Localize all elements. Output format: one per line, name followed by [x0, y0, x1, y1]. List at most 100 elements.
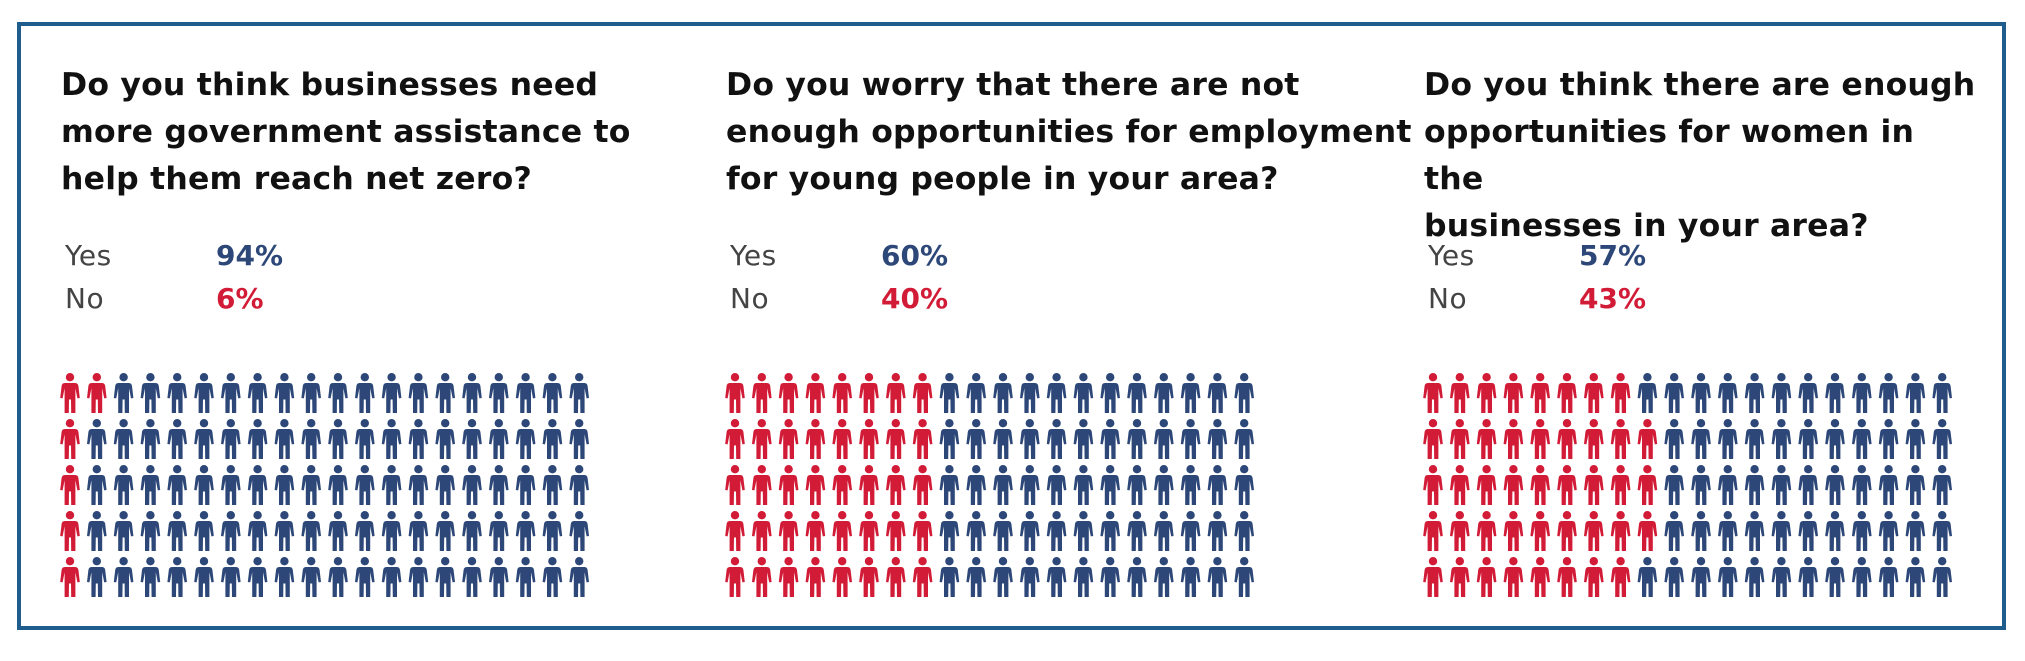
person-icon [1637, 419, 1658, 459]
person-icon [832, 557, 852, 597]
person-icon [886, 557, 906, 597]
person-icon [301, 373, 321, 413]
person-icon [140, 557, 161, 597]
person-icon [859, 557, 879, 597]
person-icon [1530, 419, 1550, 459]
person-icon [1744, 557, 1765, 597]
survey-panel-youth-employment: Do you worry that there are not enough o… [725, 0, 1426, 661]
person-icon [752, 373, 772, 413]
person-icon [221, 511, 241, 551]
person-icon [778, 557, 799, 597]
person-icon [1530, 373, 1550, 413]
person-icon [113, 465, 134, 505]
person-icon [113, 419, 134, 459]
person-icon [489, 465, 509, 505]
person-icon [274, 373, 295, 413]
person-icon [1798, 557, 1818, 597]
person-icon [1744, 465, 1765, 505]
person-icon [328, 557, 348, 597]
person-icon [725, 373, 745, 413]
person-icon [1771, 557, 1792, 597]
person-icon [1073, 557, 1094, 597]
person-icon [1180, 373, 1201, 413]
person-icon [993, 557, 1013, 597]
person-icon [1932, 419, 1952, 459]
person-icon [408, 465, 429, 505]
person-icon [87, 419, 107, 459]
person-icon [167, 557, 187, 597]
person-icon [60, 419, 80, 459]
person-icon [1450, 419, 1470, 459]
person-icon [886, 419, 906, 459]
person-icon [113, 557, 134, 597]
person-icon [1932, 465, 1952, 505]
person-icon [1100, 465, 1120, 505]
yes-percentage: 94% [216, 239, 284, 272]
yes-percentage: 60% [881, 239, 949, 272]
person-icon [725, 511, 745, 551]
person-icon [832, 373, 852, 413]
people-pictogram [1423, 373, 1952, 597]
person-icon [408, 511, 429, 551]
person-icon [1637, 373, 1658, 413]
people-pictogram [60, 373, 589, 597]
person-icon [1100, 373, 1120, 413]
person-icon [221, 419, 241, 459]
person-icon [1180, 557, 1201, 597]
person-icon [113, 511, 134, 551]
person-icon [1557, 511, 1577, 551]
person-icon [1450, 511, 1470, 551]
person-icon [1932, 557, 1952, 597]
person-icon [1852, 419, 1872, 459]
person-icon [1852, 557, 1872, 597]
person-icon [1610, 511, 1631, 551]
person-icon [1154, 465, 1174, 505]
person-icon [355, 419, 375, 459]
infographic-frame [17, 22, 2006, 630]
person-icon [1557, 557, 1577, 597]
person-icon [247, 419, 268, 459]
person-icon [1207, 557, 1228, 597]
person-icon [435, 511, 455, 551]
person-icon [1557, 465, 1577, 505]
person-icon [886, 511, 906, 551]
person-icon [939, 511, 960, 551]
person-icon [1503, 557, 1524, 597]
no-percentage: 40% [881, 282, 949, 315]
person-icon [912, 557, 933, 597]
person-icon [247, 557, 268, 597]
question-line: more government assistance to [61, 114, 631, 150]
person-icon [247, 511, 268, 551]
person-icon [1127, 419, 1147, 459]
person-icon [1852, 373, 1872, 413]
person-icon [805, 373, 826, 413]
person-icon [355, 373, 375, 413]
person-icon [462, 419, 482, 459]
person-icon [725, 557, 745, 597]
person-icon [1020, 557, 1040, 597]
person-icon [1073, 419, 1094, 459]
person-icon [1664, 511, 1684, 551]
person-icon [859, 465, 879, 505]
person-icon [381, 373, 402, 413]
person-icon [328, 511, 348, 551]
person-icon [274, 511, 295, 551]
person-icon [301, 419, 321, 459]
person-icon [328, 465, 348, 505]
person-icon [993, 419, 1013, 459]
person-icon [221, 373, 241, 413]
no-percentage: 6% [216, 282, 264, 315]
person-icon [1718, 557, 1738, 597]
person-icon [542, 557, 563, 597]
person-icon [1691, 511, 1711, 551]
person-icon [1450, 373, 1470, 413]
question-line: for young people in your area? [726, 161, 1279, 197]
person-icon [435, 373, 455, 413]
person-icon [1584, 373, 1604, 413]
person-icon [1046, 373, 1067, 413]
person-icon [1584, 419, 1604, 459]
person-icon [912, 511, 933, 551]
person-icon [60, 465, 80, 505]
person-icon [912, 465, 933, 505]
person-icon [1771, 373, 1792, 413]
